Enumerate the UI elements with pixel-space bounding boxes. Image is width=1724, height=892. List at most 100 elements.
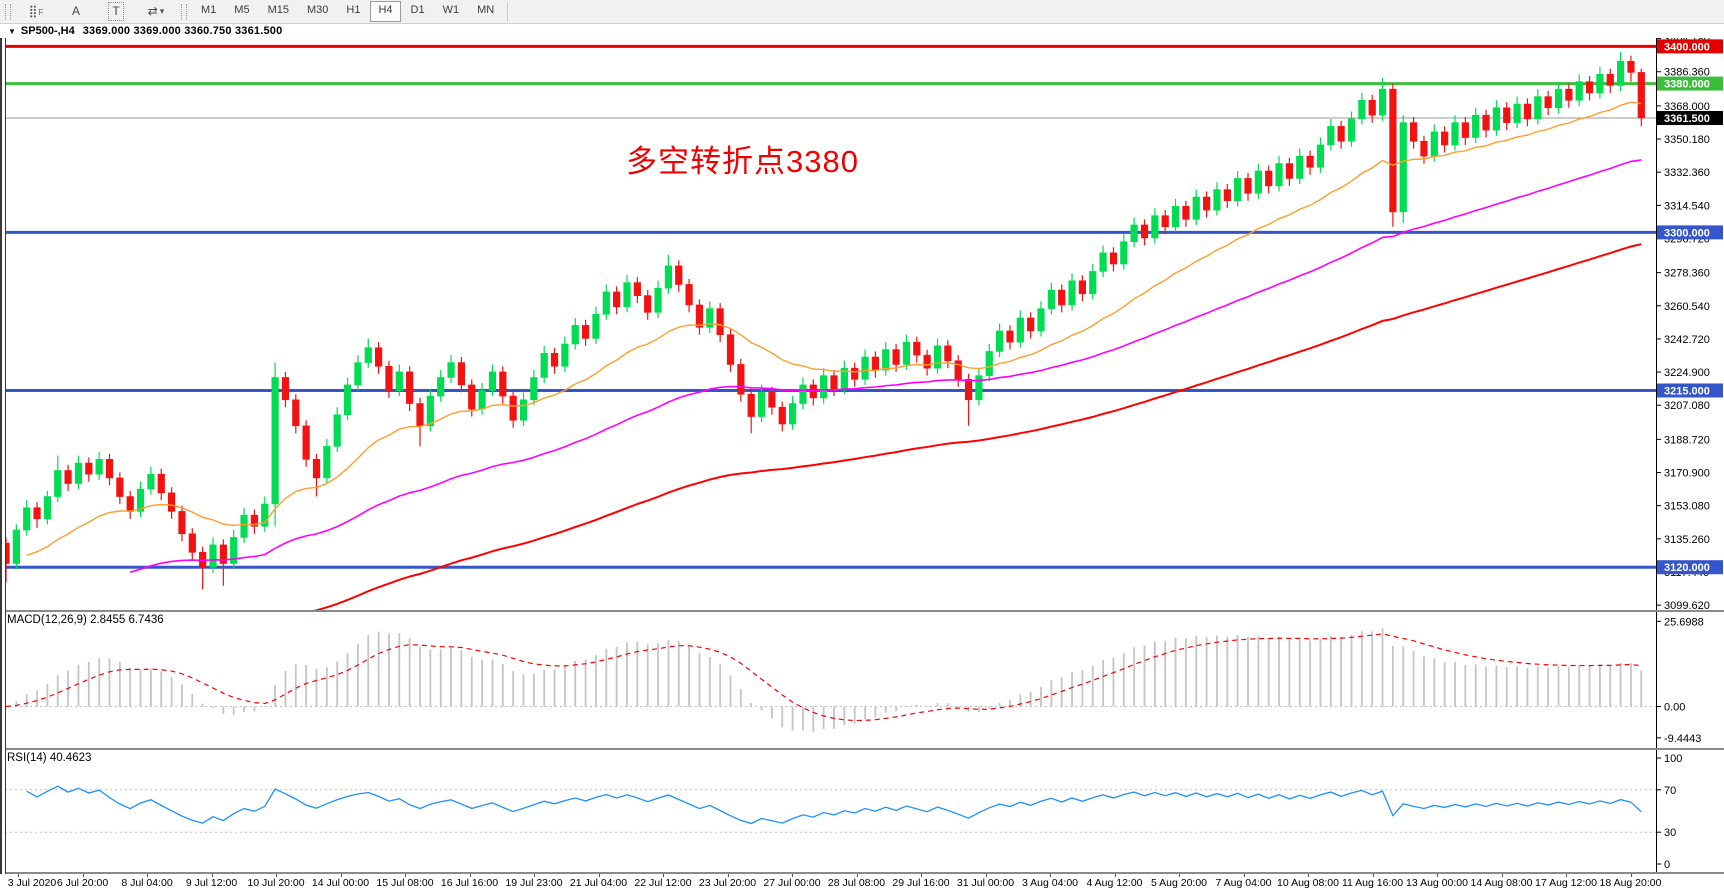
price-tick-label: 3242.720 (1664, 334, 1710, 346)
price-tick-label: 3099.620 (1664, 600, 1710, 610)
bear-candle (747, 393, 755, 417)
time-tick-mark (663, 874, 664, 877)
price-badge-label: 3300.000 (1664, 227, 1710, 239)
timeframe-button-M15[interactable]: M15 (267, 4, 289, 16)
main-price-chart[interactable]: 3404.1803386.3603368.0003350.1803332.360… (0, 38, 1724, 610)
timeframe-button-D1[interactable]: D1 (410, 4, 425, 16)
bull-candle (230, 537, 238, 564)
bull-candle (1016, 317, 1024, 343)
bull-candle (1089, 271, 1097, 295)
time-tick-mark (276, 874, 277, 877)
macd-pane[interactable]: 25.6988 0.00 -9.4443 (0, 612, 1724, 748)
price-tick-label: 3260.540 (1664, 301, 1710, 313)
bull-candle (1171, 206, 1180, 228)
dropdown-caret-icon[interactable]: ▾ (159, 6, 165, 16)
time-tick-mark (1630, 874, 1632, 877)
timeframe-button-M5[interactable]: M5 (234, 4, 250, 16)
chart-dropdown-icon[interactable]: ▼ (8, 26, 16, 36)
bear-candle (1337, 126, 1345, 142)
timeframe-button-W1[interactable]: W1 (442, 4, 460, 16)
chart-ohlc-values: 3369.000 3369.000 3360.750 3361.500 (82, 25, 283, 37)
time-tick-label: 14 Jul 00:00 (311, 877, 370, 889)
bear-candle (406, 371, 414, 404)
rsi-axis[interactable]: 100 70 30 0 (1656, 750, 1724, 872)
timeframe-button-H4[interactable]: H4 (370, 1, 401, 22)
bear-candle (157, 473, 165, 494)
time-tick-label: 10 Aug 08:00 (1277, 877, 1339, 889)
bull-candle (664, 265, 672, 289)
time-tick-mark (1243, 874, 1245, 877)
bear-candle (1565, 88, 1573, 101)
timeframe-button-M30[interactable]: M30 (306, 4, 329, 16)
timeframe-button-H1[interactable]: H1 (346, 4, 361, 16)
time-tick-label: 28 Jul 08:00 (827, 877, 886, 889)
time-tick-mark (727, 874, 729, 877)
bear-candle (1244, 178, 1252, 194)
bull-candle (54, 470, 62, 497)
macd-tick-label: 0.00 (1664, 702, 1685, 714)
bear-candle (913, 341, 921, 356)
time-tick-mark (469, 874, 471, 877)
text-label-icon[interactable]: T (97, 1, 135, 22)
bull-candle (1120, 241, 1128, 265)
time-tick-label: 14 Aug 08:00 (1470, 877, 1533, 889)
bear-candle (675, 265, 683, 285)
ma-mid (129, 159, 1642, 573)
bull-candle (1130, 224, 1138, 242)
bear-candle (851, 367, 859, 380)
bull-candle (1596, 73, 1604, 94)
toolbar-grip-2[interactable] (181, 3, 187, 20)
price-tick-label: 3368.000 (1664, 101, 1710, 113)
bear-candle (1006, 330, 1014, 343)
time-tick-label: 19 Jul 23:00 (505, 877, 563, 889)
pane-separator[interactable] (0, 748, 1724, 750)
bear-candle (105, 459, 114, 479)
macd-axis[interactable]: 25.6988 0.00 -9.4443 (1656, 612, 1724, 748)
bull-candle (1347, 118, 1356, 142)
bull-candle (799, 384, 807, 404)
time-tick-mark (1308, 874, 1309, 877)
time-tick-mark (1437, 874, 1438, 877)
bear-candle (1585, 81, 1594, 94)
pane-separator[interactable] (0, 610, 1724, 612)
chart-annotation: 多空转折点3380 (626, 144, 859, 179)
bull-candle (447, 362, 455, 378)
time-tick-label: 21 Jul 04:00 (569, 877, 628, 889)
time-tick-mark (82, 874, 84, 877)
cycle-symbols-icon[interactable]: ⇄ ▾ (137, 1, 175, 22)
price-tick-label: 3153.080 (1664, 501, 1710, 513)
bear-candle (385, 366, 393, 391)
rsi-pane[interactable]: 100 70 30 0 (0, 750, 1724, 872)
toolbar-grip[interactable] (5, 3, 11, 20)
bear-candle (1410, 122, 1418, 142)
bear-candle (1637, 72, 1645, 119)
price-axis[interactable]: 3404.1803386.3603368.0003350.1803332.360… (1656, 38, 1724, 610)
text-annotation-icon[interactable]: A (57, 1, 95, 22)
price-badge (1657, 39, 1723, 54)
timeframe-button-MN[interactable]: MN (477, 4, 495, 16)
bull-candle (271, 377, 279, 505)
bull-candle (354, 362, 362, 386)
cycle-glyph: ⇄ (147, 4, 158, 18)
bear-candle (964, 379, 973, 401)
price-badge-label: 3380.000 (1664, 79, 1710, 91)
bull-candle (1472, 114, 1480, 138)
bull-candle (1213, 189, 1221, 211)
time-tick-label: 15 Jul 08:00 (376, 877, 434, 889)
bull-candle (343, 384, 352, 415)
bull-candle (1068, 280, 1076, 306)
bear-candle (1441, 131, 1449, 146)
bull-candle (571, 325, 579, 345)
templates-grid-icon[interactable]: ⣿ F (17, 1, 55, 22)
time-axis[interactable]: 3 Jul 2020 6 Jul 20:00 8 Jul 04:00 9 Jul 12… (0, 874, 1724, 892)
time-tick-mark (147, 874, 148, 877)
time-tick-mark (534, 874, 535, 877)
timeframe-button-M1[interactable]: M1 (201, 4, 217, 16)
bear-candle (768, 392, 776, 408)
bear-candle (1627, 60, 1635, 73)
time-tick-label: 16 Jul 16:00 (440, 877, 499, 889)
bull-candle (240, 514, 248, 538)
price-tick-label: 3207.080 (1664, 400, 1710, 412)
bull-candle (985, 351, 993, 376)
bear-candle (1078, 280, 1086, 295)
